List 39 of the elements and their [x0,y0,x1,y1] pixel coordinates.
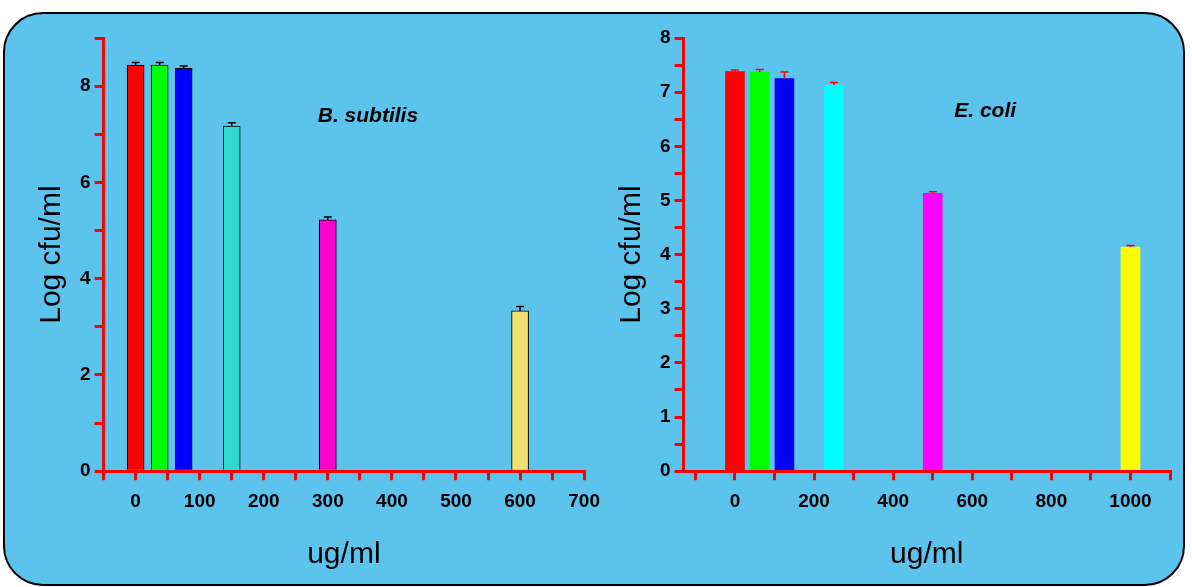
y-tick-label: 2 [79,363,91,385]
y-tick-label: 8 [79,74,91,96]
x-tick-label: 0 [729,489,741,511]
x-tick-label: 600 [956,489,989,511]
y-tick-label: 7 [659,80,671,102]
bar [749,71,770,471]
y-tick-label: 4 [659,242,671,264]
x-tick-label: 400 [376,489,408,511]
x-tick-label: 300 [311,489,344,511]
x-tick-label: 400 [877,489,910,511]
y-tick-label: 4 [79,266,91,288]
x-tick-label: 500 [440,489,472,511]
bar [774,78,795,471]
x-tick-label: 0 [130,489,141,511]
x-tick-label: 600 [504,489,536,511]
text: B. subtilis [317,102,419,126]
y-tick-label: 3 [659,296,671,318]
x-tick-label: 800 [1035,489,1068,511]
y-tick-label: 5 [659,188,671,210]
y-tick-label: 0 [659,459,671,481]
y-tick-label: 2 [659,351,671,373]
x-axis-title: ug/ml [890,536,964,570]
x-tick-label: 200 [798,489,830,511]
bar [922,193,943,471]
y-tick-label: 8 [659,26,671,48]
y-tick-label: 6 [659,134,671,156]
x-axis-title: ug/ml [307,536,381,570]
y-axis-title: Log cfu/ml [613,185,647,324]
x-tick-label: 100 [183,489,216,511]
y-tick-label: 1 [659,405,671,427]
text: E. coli [954,98,1018,122]
x-tick-label: 1000 [1109,489,1152,511]
x-tick-label: 700 [568,489,600,511]
y-tick-label: 0 [79,459,91,481]
y-axis-title: Log cfu/ml [33,185,67,324]
bar [824,84,844,471]
x-tick-label: 200 [247,489,280,511]
y-tick-label: 6 [79,170,91,192]
bar [1120,246,1141,471]
